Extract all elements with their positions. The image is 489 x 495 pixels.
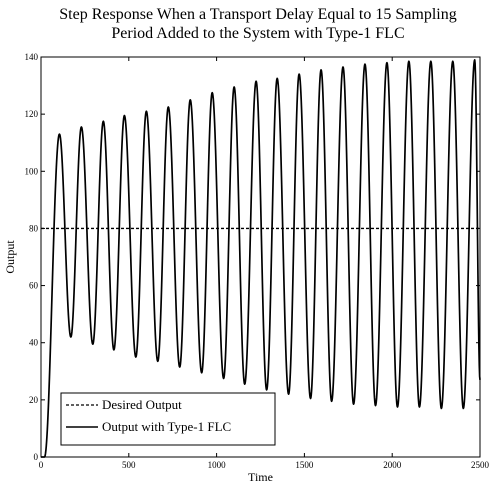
plot-frame xyxy=(40,56,481,458)
axis-ticks: 0 500 1000 1500 2000 2500 0 20 40 60 80 100 120 140 xyxy=(25,52,489,470)
legend-entry-desired-output: Desired Output xyxy=(102,397,182,412)
plot-content xyxy=(40,59,481,458)
y-tick-label: 140 xyxy=(25,52,39,62)
y-tick-label: 100 xyxy=(25,166,39,176)
x-tick-label: 1500 xyxy=(295,460,314,470)
x-tick-label: 500 xyxy=(122,460,136,470)
x-tick-label: 2500 xyxy=(471,460,489,470)
legend: Desired Output Output with Type-1 FLC xyxy=(60,392,276,446)
x-tick-label: 0 xyxy=(39,460,44,470)
chart-title-line-1: Step Response When a Transport Delay Equ… xyxy=(59,6,456,23)
x-axis-label: Time xyxy=(248,470,273,484)
x-tick-label: 1000 xyxy=(208,460,227,470)
series-output-type1-flc xyxy=(40,59,481,458)
y-tick-label: 40 xyxy=(29,338,39,348)
y-tick-label: 20 xyxy=(29,395,39,405)
y-tick-label: 60 xyxy=(29,281,39,291)
legend-entry-output-type1-flc: Output with Type-1 FLC xyxy=(102,419,231,434)
x-tick-label: 2000 xyxy=(383,460,402,470)
y-tick-label: 120 xyxy=(25,109,39,119)
y-tick-label: 80 xyxy=(29,223,39,233)
y-tick-label: 0 xyxy=(34,452,39,462)
legend-box xyxy=(60,392,276,446)
chart-title-line-2: Period Added to the System with Type-1 F… xyxy=(111,25,404,42)
y-axis-label: Output xyxy=(3,240,17,274)
